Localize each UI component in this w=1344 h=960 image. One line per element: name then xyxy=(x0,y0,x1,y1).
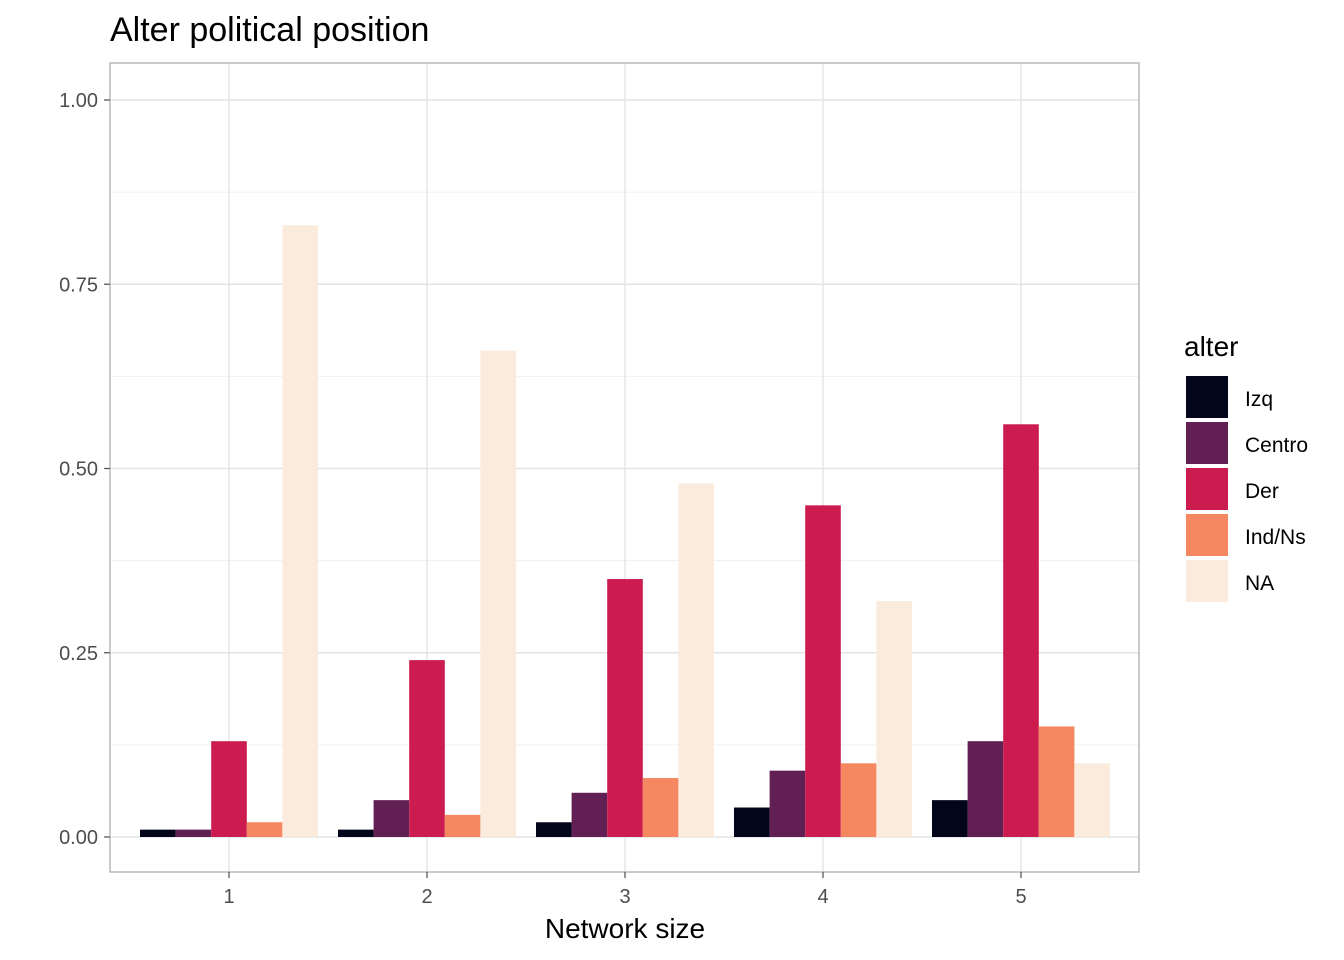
bar-izq-1 xyxy=(140,829,176,837)
x-tick-label: 2 xyxy=(421,886,432,908)
x-tick-label: 1 xyxy=(223,886,234,908)
legend-label: Der xyxy=(1245,480,1279,503)
plot-panel xyxy=(109,62,1140,873)
legend-swatch-centro xyxy=(1186,422,1228,464)
bar-na-4 xyxy=(876,601,912,837)
bar-na-5 xyxy=(1074,763,1110,837)
bar-der-2 xyxy=(409,660,445,837)
bar-ind-ns-1 xyxy=(246,822,283,837)
legend-swatch-ind-ns xyxy=(1186,514,1228,556)
legend-label: Ind/Ns xyxy=(1245,526,1306,549)
bar-izq-3 xyxy=(536,822,572,837)
bar-izq-2 xyxy=(338,829,374,837)
legend: alter Izq Centro Der Ind/Ns NA xyxy=(1184,331,1308,602)
x-tick-label: 3 xyxy=(619,886,630,908)
bar-na-1 xyxy=(282,225,318,838)
x-axis-title: Network size xyxy=(545,913,705,944)
legend-swatch-der xyxy=(1186,468,1228,510)
bar-ind-ns-2 xyxy=(444,814,481,837)
y-tick-label: 1.00 xyxy=(59,90,98,112)
y-tick-label: 0.50 xyxy=(59,459,98,481)
legend-label: Centro xyxy=(1245,434,1308,457)
legend-swatch-izq xyxy=(1186,376,1228,418)
y-tick-label: 0.25 xyxy=(59,643,98,665)
bar-ind-ns-4 xyxy=(840,763,877,837)
bar-na-2 xyxy=(480,350,516,837)
bar-izq-5 xyxy=(932,800,968,837)
legend-swatch-na xyxy=(1186,560,1228,602)
bar-na-3 xyxy=(678,483,714,837)
legend-label: NA xyxy=(1245,572,1274,595)
x-tick-label: 4 xyxy=(817,886,828,908)
bar-ind-ns-5 xyxy=(1038,726,1075,837)
bar-der-3 xyxy=(607,579,643,837)
bar-centro-5 xyxy=(967,741,1004,837)
bar-der-1 xyxy=(211,741,247,837)
bar-centro-3 xyxy=(571,792,608,837)
legend-title: alter xyxy=(1184,331,1238,362)
chart-title: Alter political position xyxy=(110,11,429,49)
x-tick-label: 5 xyxy=(1015,886,1026,908)
x-axis: 1 2 3 4 5 xyxy=(223,872,1027,908)
y-tick-label: 0.00 xyxy=(59,827,98,849)
bar-centro-1 xyxy=(175,829,212,837)
legend-label: Izq xyxy=(1245,388,1273,411)
bar-izq-4 xyxy=(734,807,770,837)
bar-der-4 xyxy=(805,505,841,837)
bar-der-5 xyxy=(1003,424,1039,837)
y-axis: 0.00 0.25 0.50 0.75 1.00 xyxy=(59,90,110,849)
bar-ind-ns-3 xyxy=(642,778,679,837)
y-tick-label: 0.75 xyxy=(59,274,98,296)
bar-centro-4 xyxy=(769,770,806,837)
bar-centro-2 xyxy=(373,800,410,837)
